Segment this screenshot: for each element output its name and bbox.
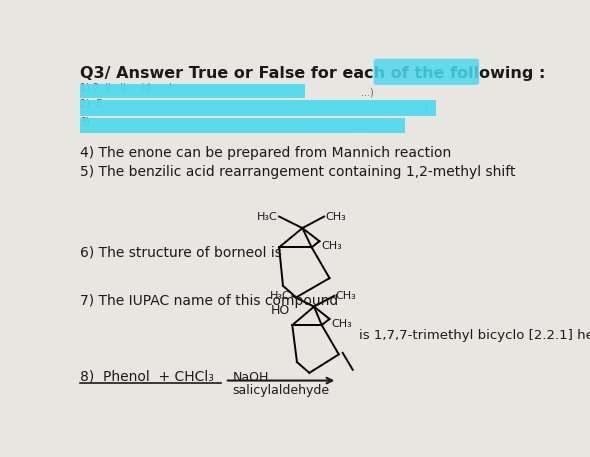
- Text: Q3/ Answer True or False for each of the following :: Q3/ Answer True or False for each of the…: [80, 66, 545, 80]
- Text: 1) 2  li   li     id      l: 1) 2 li li id l: [80, 83, 172, 93]
- Bar: [80, 84, 304, 98]
- Text: CH₃: CH₃: [326, 212, 346, 222]
- Text: ...): ...): [415, 101, 428, 111]
- Text: 2)  E: 2) E: [80, 99, 102, 109]
- Text: CH₃: CH₃: [331, 319, 352, 329]
- Text: 3): 3): [80, 117, 90, 127]
- Text: 6) The structure of borneol is: 6) The structure of borneol is: [80, 246, 282, 260]
- Text: 5) The benzilic acid rearrangement containing 1,2-methyl shift: 5) The benzilic acid rearrangement conta…: [80, 165, 516, 179]
- Text: ...): ...): [360, 87, 373, 97]
- Text: CH₃: CH₃: [321, 241, 342, 251]
- Text: H₃C: H₃C: [270, 291, 291, 301]
- Bar: [80, 100, 437, 117]
- Text: CH₃: CH₃: [336, 291, 356, 301]
- Text: NaOH: NaOH: [232, 371, 269, 384]
- Bar: [80, 118, 405, 133]
- FancyBboxPatch shape: [373, 58, 479, 85]
- Text: 7) The IUPAC name of this compound: 7) The IUPAC name of this compound: [80, 293, 338, 308]
- Text: 8)  Phenol  + CHCl₃: 8) Phenol + CHCl₃: [80, 369, 214, 383]
- Text: ...: ...: [353, 121, 362, 131]
- Text: HO: HO: [271, 303, 290, 317]
- Text: H₃C: H₃C: [257, 212, 277, 222]
- Text: salicylaldehyde: salicylaldehyde: [232, 384, 330, 398]
- Text: is 1,7,7-trimethyl bicyclo [2.2.1] heptene: is 1,7,7-trimethyl bicyclo [2.2.1] hepte…: [359, 329, 590, 342]
- Text: 4) The enone can be prepared from Mannich reaction: 4) The enone can be prepared from Mannic…: [80, 146, 451, 159]
